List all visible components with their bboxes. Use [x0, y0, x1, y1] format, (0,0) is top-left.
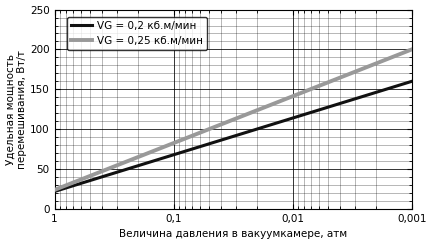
VG = 0,25 кб.м/мин: [264, 105, 270, 108]
VG = 0,2 кб.м/мин: [409, 80, 414, 83]
VG = 0,2 кб.м/мин: [224, 137, 229, 140]
VG = 0,25 кб.м/мин: [245, 112, 251, 115]
X-axis label: Величина давления в вакуумкамере, атм: Величина давления в вакуумкамере, атм: [119, 230, 347, 239]
VG = 0,25 кб.м/мин: [409, 48, 414, 51]
VG = 0,25 кб.м/мин: [224, 121, 229, 124]
VG = 0,25 кб.м/мин: [222, 122, 227, 125]
VG = 0,2 кб.м/мин: [400, 83, 406, 86]
VG = 0,25 кб.м/мин: [52, 188, 57, 191]
Legend: VG = 0,2 кб.м/мин, VG = 0,25 кб.м/мин: VG = 0,2 кб.м/мин, VG = 0,25 кб.м/мин: [67, 17, 207, 50]
VG = 0,2 кб.м/мин: [345, 100, 350, 103]
Y-axis label: Удельная мощность
перемешивания, Вт/т: Удельная мощность перемешивания, Вт/т: [6, 50, 27, 169]
Line: VG = 0,2 кб.м/мин: VG = 0,2 кб.м/мин: [54, 81, 412, 192]
VG = 0,2 кб.м/мин: [245, 130, 251, 133]
Line: VG = 0,25 кб.м/мин: VG = 0,25 кб.м/мин: [54, 49, 412, 190]
VG = 0,2 кб.м/мин: [222, 138, 227, 141]
VG = 0,2 кб.м/мин: [264, 124, 270, 127]
VG = 0,25 кб.м/мин: [400, 51, 406, 54]
VG = 0,2 кб.м/мин: [52, 190, 57, 193]
VG = 0,25 кб.м/мин: [345, 73, 350, 76]
